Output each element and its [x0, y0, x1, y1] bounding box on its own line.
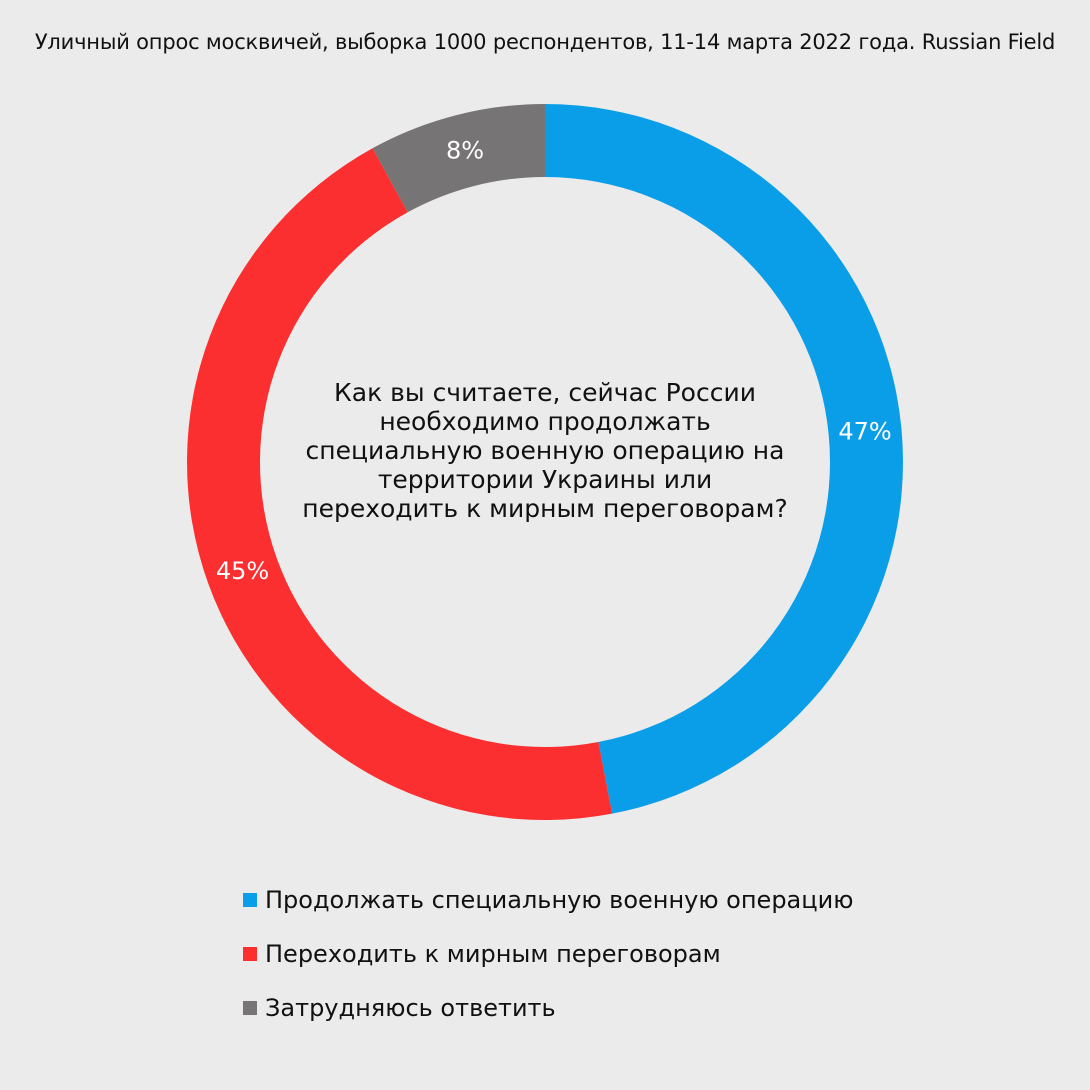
legend-item-undecided: Затрудняюсь ответить — [243, 981, 1063, 1035]
legend-label-negotiate: Переходить к мирным переговорам — [265, 940, 721, 968]
data-label-continue: 47% — [838, 418, 891, 446]
chart-legend: Продолжать специальную военную операцию … — [243, 873, 1063, 1035]
survey-question: Как вы считаете, сейчас России необходим… — [302, 378, 788, 523]
data-label-negotiate: 45% — [216, 557, 269, 585]
legend-label-continue: Продолжать специальную военную операцию — [265, 886, 854, 914]
legend-swatch-continue — [243, 893, 257, 907]
donut-slice-continue — [545, 104, 903, 814]
legend-swatch-negotiate — [243, 947, 257, 961]
legend-item-continue: Продолжать специальную военную операцию — [243, 873, 1063, 927]
chart-subtitle: Уличный опрос москвичей, выборка 1000 ре… — [34, 30, 1056, 54]
donut-slice-negotiate — [187, 148, 613, 820]
legend-swatch-undecided — [243, 1001, 257, 1015]
legend-item-negotiate: Переходить к мирным переговорам — [243, 927, 1063, 981]
legend-label-undecided: Затрудняюсь ответить — [265, 994, 556, 1022]
donut-slice-undecided — [372, 104, 545, 213]
data-label-undecided: 8% — [446, 137, 484, 165]
